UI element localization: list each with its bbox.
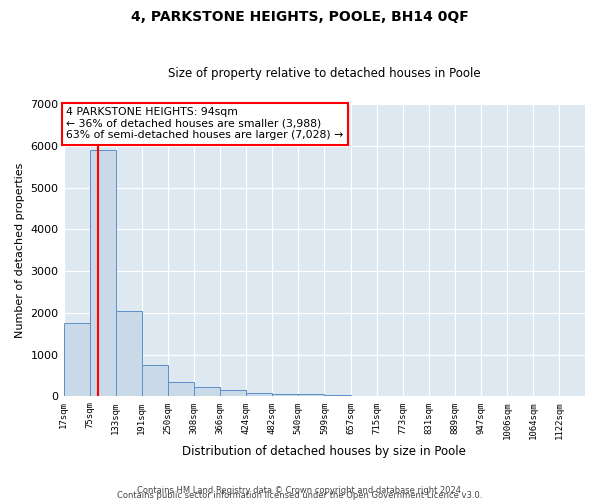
X-axis label: Distribution of detached houses by size in Poole: Distribution of detached houses by size … <box>182 444 466 458</box>
Text: Contains public sector information licensed under the Open Government Licence v3: Contains public sector information licen… <box>118 490 482 500</box>
Text: Contains HM Land Registry data © Crown copyright and database right 2024.: Contains HM Land Registry data © Crown c… <box>137 486 463 495</box>
Text: 4, PARKSTONE HEIGHTS, POOLE, BH14 0QF: 4, PARKSTONE HEIGHTS, POOLE, BH14 0QF <box>131 10 469 24</box>
Bar <box>298 394 325 396</box>
Bar <box>64 324 89 396</box>
Bar <box>325 395 350 396</box>
Title: Size of property relative to detached houses in Poole: Size of property relative to detached ho… <box>168 66 481 80</box>
Text: 4 PARKSTONE HEIGHTS: 94sqm
← 36% of detached houses are smaller (3,988)
63% of s: 4 PARKSTONE HEIGHTS: 94sqm ← 36% of deta… <box>66 107 343 140</box>
Bar <box>220 390 246 396</box>
Bar <box>142 365 168 396</box>
Bar <box>272 394 298 396</box>
Bar <box>194 387 220 396</box>
Bar <box>246 392 272 396</box>
Bar <box>89 150 116 396</box>
Bar <box>168 382 194 396</box>
Y-axis label: Number of detached properties: Number of detached properties <box>15 162 25 338</box>
Bar <box>116 311 142 396</box>
